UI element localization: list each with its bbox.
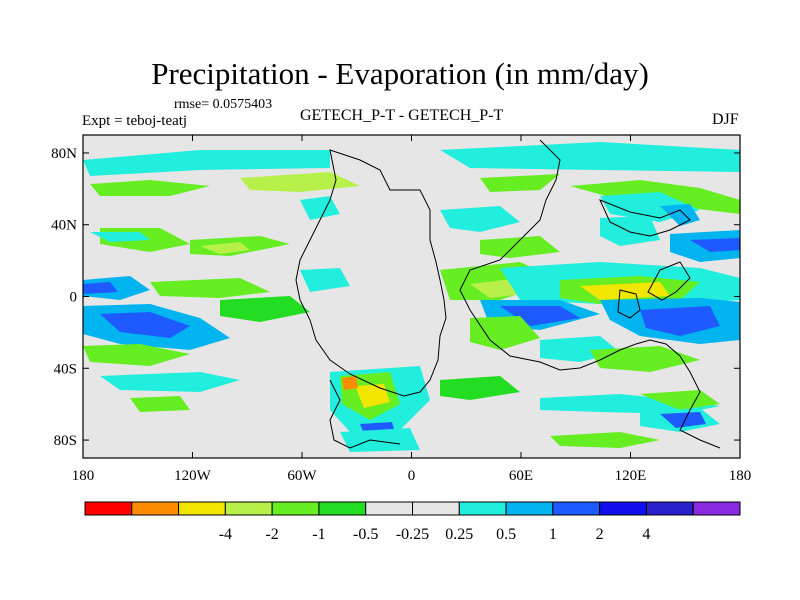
colorbar-label: 0.25 [445,526,473,543]
colorbar-label: 4 [642,526,650,543]
colorbar-label: -4 [219,526,232,543]
colorbar-swatch [365,501,414,516]
x-tick-label: 180 [729,468,752,484]
x-tick-label: 60E [509,468,533,484]
colorbar-label: 2 [596,526,604,543]
rmse-label: rmse= 0.0575403 [174,97,273,112]
colorbar-label: 1 [549,526,557,543]
colorbar-swatch [505,501,554,516]
colorbar-label: -1 [312,526,325,543]
colorbar-label: -2 [265,526,278,543]
y-tick-label: 80N [51,146,77,162]
colorbar-swatch [692,501,741,516]
colorbar-swatch [458,501,507,516]
y-tick-label: 40S [54,361,77,377]
colorbar-swatch [318,501,367,516]
y-tick-label: 0 [70,290,78,306]
coastlines [295,139,721,449]
x-tick-label: 180 [72,468,95,484]
colorbar-label: -0.25 [396,526,429,543]
x-tick-label: 0 [408,468,416,484]
x-tick-label: 60W [287,468,317,484]
x-tick-label: 120E [615,468,647,484]
colorbar-swatch [178,501,226,516]
colorbar-label: -0.5 [353,526,378,543]
plot-title: Precipitation - Evaporation (in mm/day) [151,56,649,91]
colorbar-swatch [224,501,273,516]
dataset-label: GETECH_P-T - GETECH_P-T [300,107,504,124]
colorbar: -4 -2 -1 -0.5 -0.25 0.25 0.5 1 2 4 [84,501,741,543]
colorbar-swatch [84,501,133,516]
colorbar-swatch [599,501,647,516]
y-axis: 80N 40N 0 40S 80S [51,146,740,449]
colorbar-swatch [412,501,460,516]
x-axis: 180 120W 60W 0 60E 120E 180 [72,135,752,484]
y-tick-label: 40N [51,218,77,234]
experiment-label: Expt = teboj-teatj [82,113,188,129]
y-tick-label: 80S [54,433,77,449]
colorbar-swatch [131,501,180,516]
colorbar-swatch [645,501,694,516]
season-label: DJF [712,111,739,128]
anomaly-field [83,142,740,452]
x-tick-label: 120W [174,468,212,484]
map-panel: 180 120W 60W 0 60E 120E 180 80N 40N 0 40S 80S [51,134,752,484]
colorbar-label: 0.5 [496,526,516,543]
colorbar-swatch [552,501,601,516]
colorbar-swatch [271,501,320,516]
